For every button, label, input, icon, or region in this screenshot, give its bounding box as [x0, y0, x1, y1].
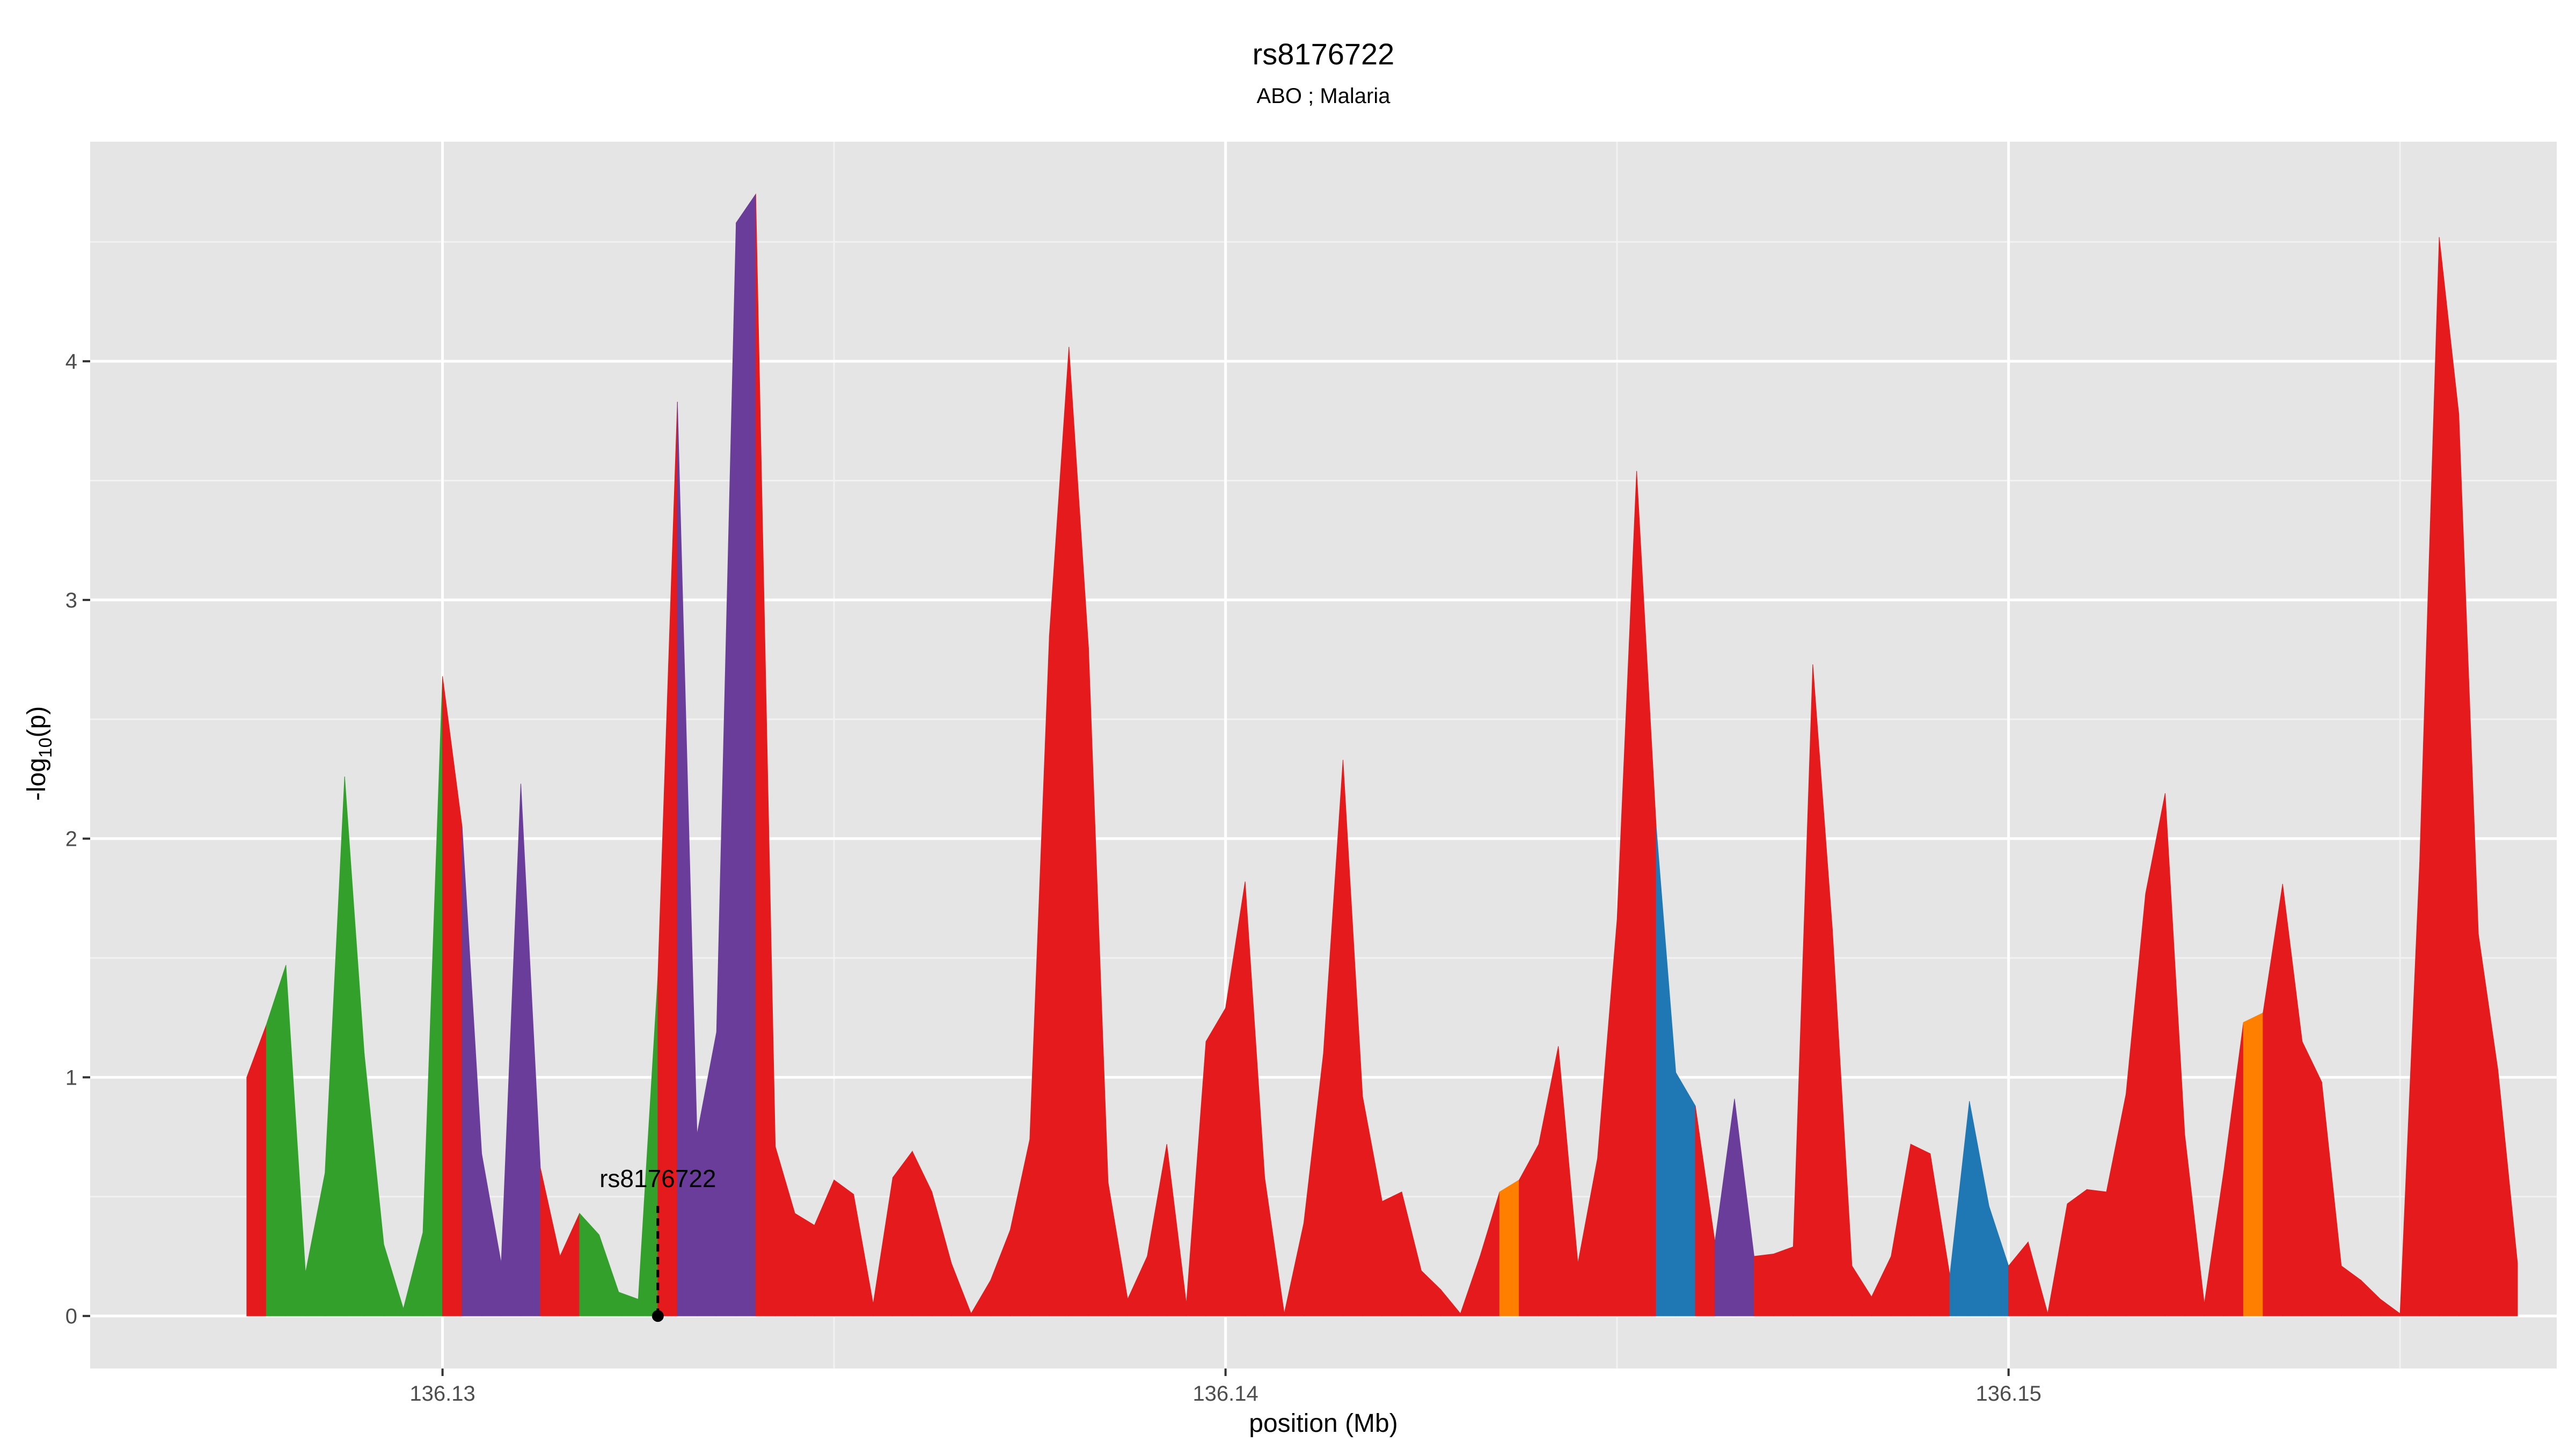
chart-subtitle: ABO ; Malaria [1257, 84, 1391, 108]
area-segment-red [2498, 1070, 2518, 1316]
y-tick-label: 0 [65, 1305, 77, 1328]
area-segment-red [1205, 1007, 1226, 1316]
area-series [246, 193, 2518, 1316]
snp-annotation: rs8176722 [599, 1165, 716, 1322]
annotation-point [652, 1310, 664, 1322]
chart-title: rs8176722 [1253, 37, 1395, 71]
area-segment-blue [1675, 1071, 1696, 1316]
y-axis-ticks: 0 1 2 3 4 [65, 350, 90, 1328]
y-axis-title-main: -log [23, 758, 51, 801]
x-tick-label: 136.13 [409, 1382, 475, 1406]
x-axis-ticks: 136.13 136.14 136.15 [409, 1368, 2041, 1406]
area-segment-orange [2243, 1012, 2264, 1316]
area-segment-green [266, 965, 287, 1316]
y-tick-label: 3 [65, 589, 77, 612]
area-segment-purple [736, 193, 756, 1316]
area-segment-red [1753, 1253, 1774, 1316]
x-axis-title: position (Mb) [1249, 1409, 1397, 1438]
area-segment-red [833, 1179, 854, 1316]
area-segment-red [2439, 237, 2460, 1316]
y-tick-label: 2 [65, 828, 77, 851]
area-segment-red [2067, 1189, 2088, 1316]
y-axis-title: -log10(p) [23, 706, 56, 801]
y-axis-title-tail: (p) [23, 706, 51, 738]
area-segment-red [2302, 1041, 2322, 1316]
y-axis-title-subscript: 10 [35, 737, 56, 758]
y-tick-label: 4 [65, 350, 77, 374]
area-segment-red [2087, 1189, 2107, 1316]
x-tick-label: 136.15 [1975, 1382, 2041, 1406]
x-tick-label: 136.14 [1192, 1382, 1258, 1406]
area-segment-red [1381, 1191, 1402, 1316]
area-segment-red [1910, 1144, 1931, 1316]
area-segment-red [794, 1213, 815, 1316]
y-tick-label: 1 [65, 1066, 77, 1089]
annotation-label: rs8176722 [599, 1165, 716, 1192]
area-segment-red [1773, 1246, 1794, 1316]
area-segment-orange [1499, 1179, 1520, 1316]
area-segment-red [892, 1150, 913, 1316]
